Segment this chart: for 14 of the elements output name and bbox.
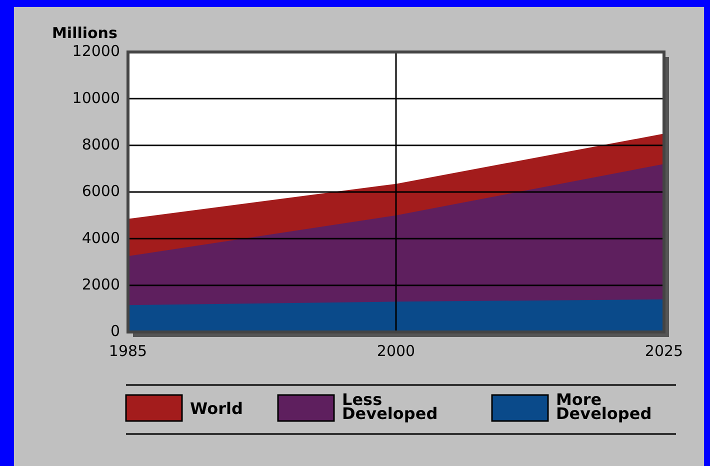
y-axis-title: Millions	[52, 24, 118, 42]
legend-label: Less Developed	[342, 390, 438, 423]
y-tick-label: 6000	[82, 182, 120, 200]
x-tick-label: 1985	[108, 342, 148, 360]
x-tick-label: 2000	[376, 342, 416, 360]
y-tick-label: 4000	[82, 228, 120, 247]
x-tick-label: 2025	[644, 342, 684, 360]
y-tick-label: 0	[110, 322, 120, 340]
legend-label: More Developed	[556, 390, 652, 423]
y-tick-label: 10000	[72, 88, 120, 107]
y-tick-label: 12000	[72, 42, 120, 60]
legend-label: World	[190, 399, 243, 418]
y-tick-label: 2000	[82, 275, 120, 294]
y-tick-label: 8000	[82, 135, 120, 154]
